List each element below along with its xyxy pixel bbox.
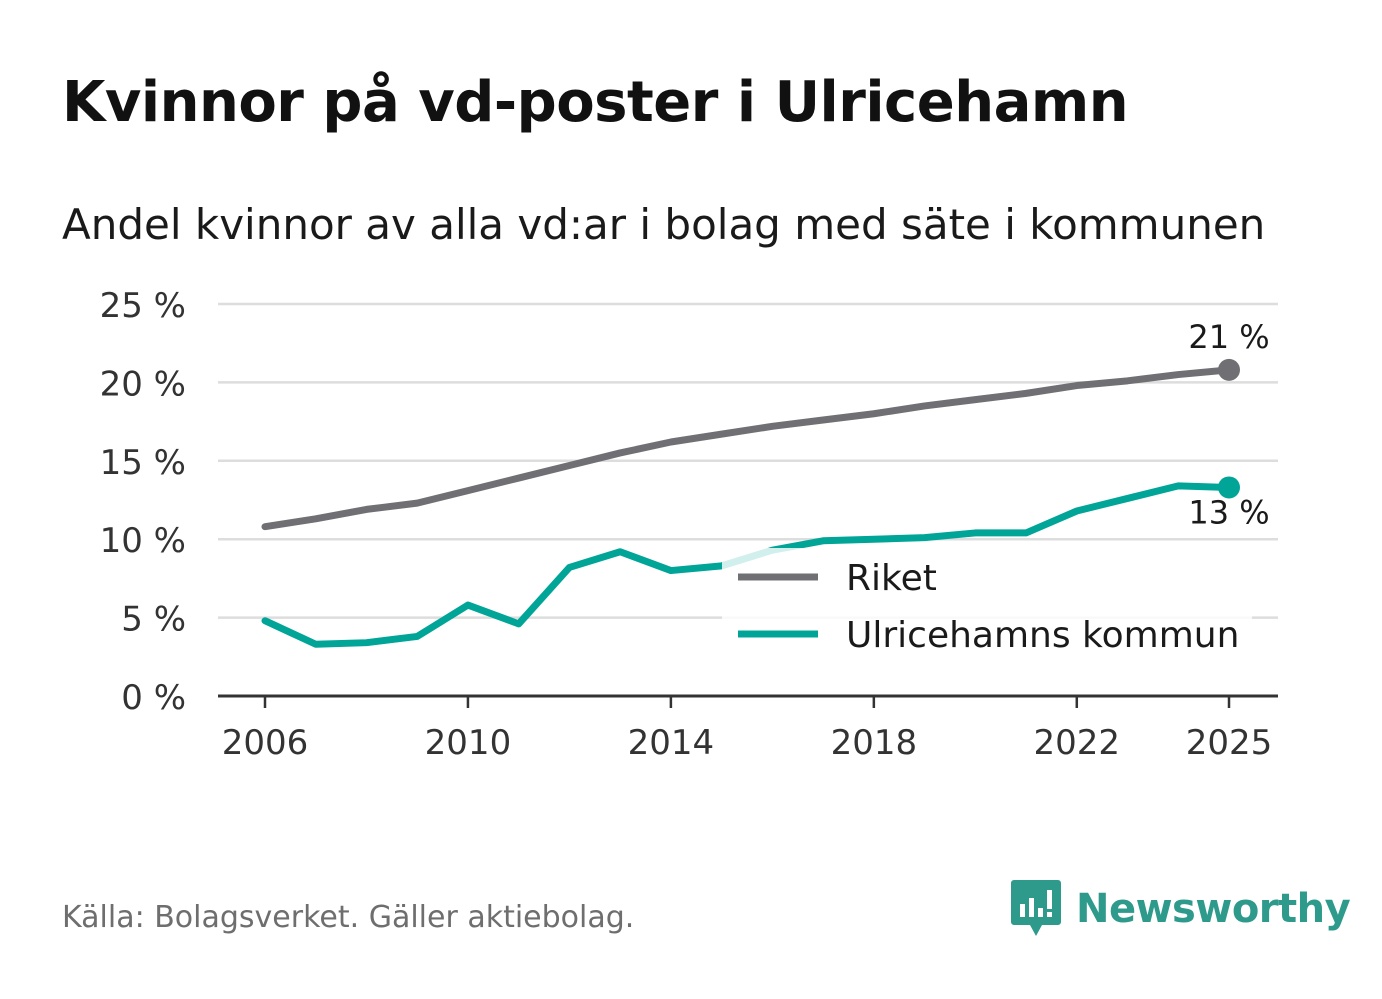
x-tick-label: 2025: [1186, 723, 1273, 763]
y-tick-label: 10 %: [100, 521, 186, 561]
newsworthy-logo-icon: [1011, 880, 1061, 936]
end-value-label: 21 %: [1188, 318, 1269, 356]
y-tick-label: 15 %: [100, 443, 186, 483]
x-axis: 2006 2010 2014 2018 2022 2025: [218, 694, 1278, 763]
x-tick-label: 2010: [425, 723, 512, 763]
y-axis-tick-labels: 0 % 5 % 10 % 15 % 20 % 25 %: [100, 286, 186, 718]
end-point-marker: [1218, 476, 1240, 499]
series-line-riket: [261, 366, 1233, 531]
chart-subtitle: Andel kvinnor av alla vd:ar i bolag med …: [62, 200, 1266, 249]
x-tick-label: 2006: [222, 723, 309, 763]
legend-label: Ulricehamns kommun: [846, 615, 1239, 656]
y-tick-label: 20 %: [100, 364, 186, 404]
x-tick-label: 2018: [831, 723, 918, 763]
y-tick-label: 5 %: [121, 600, 186, 640]
brand-name: Newsworthy: [1076, 886, 1351, 932]
end-value-label: 13 %: [1188, 493, 1269, 531]
y-tick-label: 25 %: [100, 286, 186, 326]
legend-label: Riket: [846, 558, 937, 599]
chart-title: Kvinnor på vd-poster i Ulricehamn: [62, 70, 1129, 135]
end-labels: 21 % 13 %: [1188, 318, 1269, 532]
y-tick-label: 0 %: [121, 678, 186, 718]
legend-background: [722, 548, 1252, 660]
newsworthy-logo: Newsworthy: [1010, 878, 1351, 940]
source-note: Källa: Bolagsverket. Gäller aktiebolag.: [62, 900, 635, 935]
x-tick-label: 2014: [628, 723, 715, 763]
x-tick-label: 2022: [1034, 723, 1121, 763]
end-point-marker: [1218, 358, 1240, 381]
legend: Riket Ulricehamns kommun: [722, 548, 1252, 660]
